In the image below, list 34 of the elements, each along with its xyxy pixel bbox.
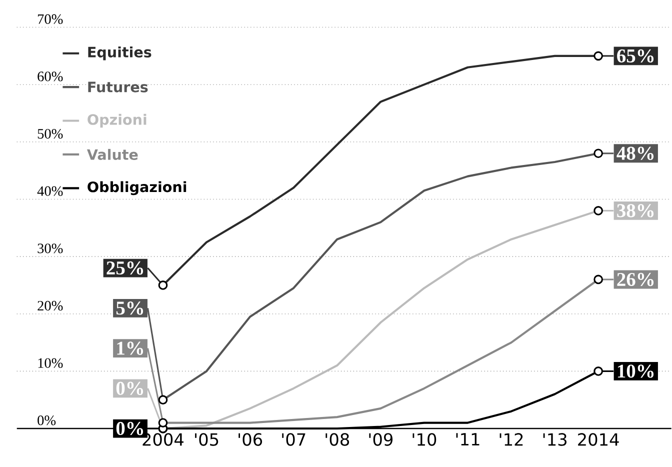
- data-label: 0%: [116, 422, 144, 436]
- data-label: 0%: [116, 382, 144, 396]
- y-tick-label: 10%: [38, 358, 63, 368]
- x-tick-label: '12: [500, 433, 523, 446]
- y-tick-label: 0%: [38, 416, 56, 426]
- x-tick-label: 2014: [578, 433, 619, 446]
- y-tick-label: 40%: [37, 186, 63, 196]
- y-tick-label: 30%: [38, 244, 63, 254]
- data-label: 26%: [617, 273, 654, 286]
- data-label: 65%: [617, 50, 654, 63]
- data-label: 10%: [618, 364, 654, 378]
- legend-label: Opzioni: [88, 114, 146, 128]
- legend-label: Equities: [88, 46, 152, 61]
- y-tick-label: 70%: [38, 14, 63, 24]
- x-tick-label: '13: [543, 433, 566, 446]
- data-label: 5%: [116, 302, 144, 316]
- x-tick-label: '10: [412, 433, 436, 446]
- legend-label: Futures: [88, 82, 148, 93]
- legend-label: Valute: [86, 149, 138, 160]
- data-label: 38%: [617, 204, 654, 218]
- x-tick-label: '05: [195, 433, 218, 446]
- x-tick-label: '07: [282, 433, 306, 446]
- x-tick-label: 2004: [142, 433, 184, 446]
- data-label: 1%: [117, 342, 144, 356]
- x-tick-label: '08: [326, 433, 350, 446]
- x-tick-label: '09: [369, 433, 393, 446]
- y-tick-label: 20%: [38, 301, 63, 311]
- x-tick-label: '06: [238, 433, 262, 446]
- data-label: 25%: [106, 262, 144, 275]
- x-tick-label: '11: [456, 433, 480, 446]
- y-tick-label: 60%: [38, 72, 63, 82]
- y-tick-label: 50%: [38, 129, 63, 139]
- legend-label: Obbligazioni: [88, 181, 186, 196]
- data-label: 48%: [616, 147, 654, 160]
